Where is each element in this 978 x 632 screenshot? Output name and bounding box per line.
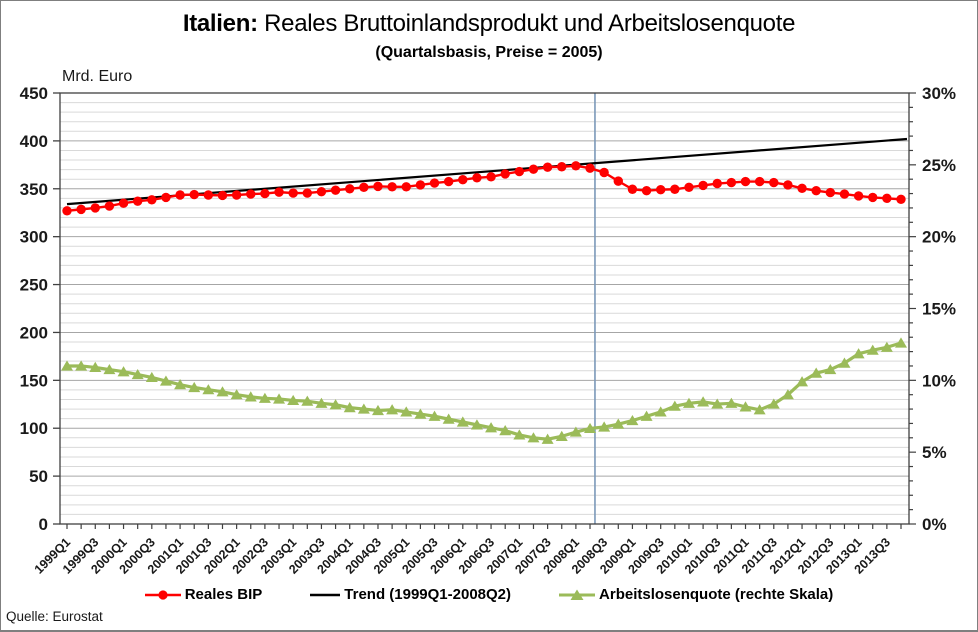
svg-text:400: 400 (20, 132, 48, 151)
gridlines-major (60, 140, 909, 477)
svg-text:300: 300 (20, 228, 48, 247)
bip-series-marker-icon (144, 589, 181, 600)
svg-text:450: 450 (20, 84, 48, 103)
chart-title-rest: Reales Bruttoinlandsprodukt und Arbeitsl… (257, 10, 796, 37)
legend-item-trend: Trend (1999Q1-2008Q2) (310, 586, 511, 603)
chart-subtitle: (Quartalsbasis, Preise = 2005) (375, 44, 603, 61)
legend-item-bip: Reales BIP (144, 586, 263, 603)
left-axis-unit-label: Mrd. Euro (62, 68, 133, 85)
svg-text:100: 100 (20, 419, 48, 438)
legend-label-bip: Reales BIP (184, 586, 263, 603)
alq-series (61, 337, 907, 444)
svg-text:350: 350 (20, 180, 48, 199)
svg-text:200: 200 (20, 323, 48, 342)
chart-legend: Reales BIP Trend (1999Q1-2008Q2) Arbeits… (1, 586, 977, 603)
chart-title: Italien: Reales Bruttoinlandsprodukt und… (1, 10, 977, 38)
plot-border (59, 92, 910, 525)
svg-text:25%: 25% (922, 156, 956, 175)
left-axis-labels: 0 50 100 150 200 250 300 350 400 450 (20, 84, 48, 534)
svg-text:20%: 20% (922, 228, 956, 247)
bip-series (62, 161, 906, 216)
trend-line-marker-icon (310, 593, 341, 596)
right-axis-labels: 0% 5% 10% 15% 20% 25% 30% (922, 84, 956, 534)
x-axis-labels: 1999Q11999Q32000Q12000Q32001Q12001Q32002… (32, 535, 893, 576)
svg-text:10%: 10% (922, 371, 956, 390)
svg-text:250: 250 (20, 276, 48, 295)
legend-item-alq: Arbeitslosenquote (rechte Skala) (559, 586, 833, 603)
legend-label-alq: Arbeitslosenquote (rechte Skala) (599, 586, 834, 603)
svg-text:30%: 30% (922, 84, 956, 103)
svg-text:0%: 0% (922, 515, 947, 534)
axis-ticks (53, 92, 916, 529)
svg-text:150: 150 (20, 371, 48, 390)
svg-text:5%: 5% (922, 443, 947, 462)
alq-series-marker-icon (559, 589, 596, 600)
svg-text:15%: 15% (922, 300, 956, 319)
svg-text:50: 50 (29, 467, 48, 486)
svg-text:0: 0 (39, 515, 48, 534)
gridlines-minor (60, 102, 909, 515)
chart-title-prefix: Italien: (182, 10, 258, 37)
source-note: Quelle: Eurostat (6, 609, 103, 624)
legend-label-trend: Trend (1999Q1-2008Q2) (344, 586, 512, 603)
